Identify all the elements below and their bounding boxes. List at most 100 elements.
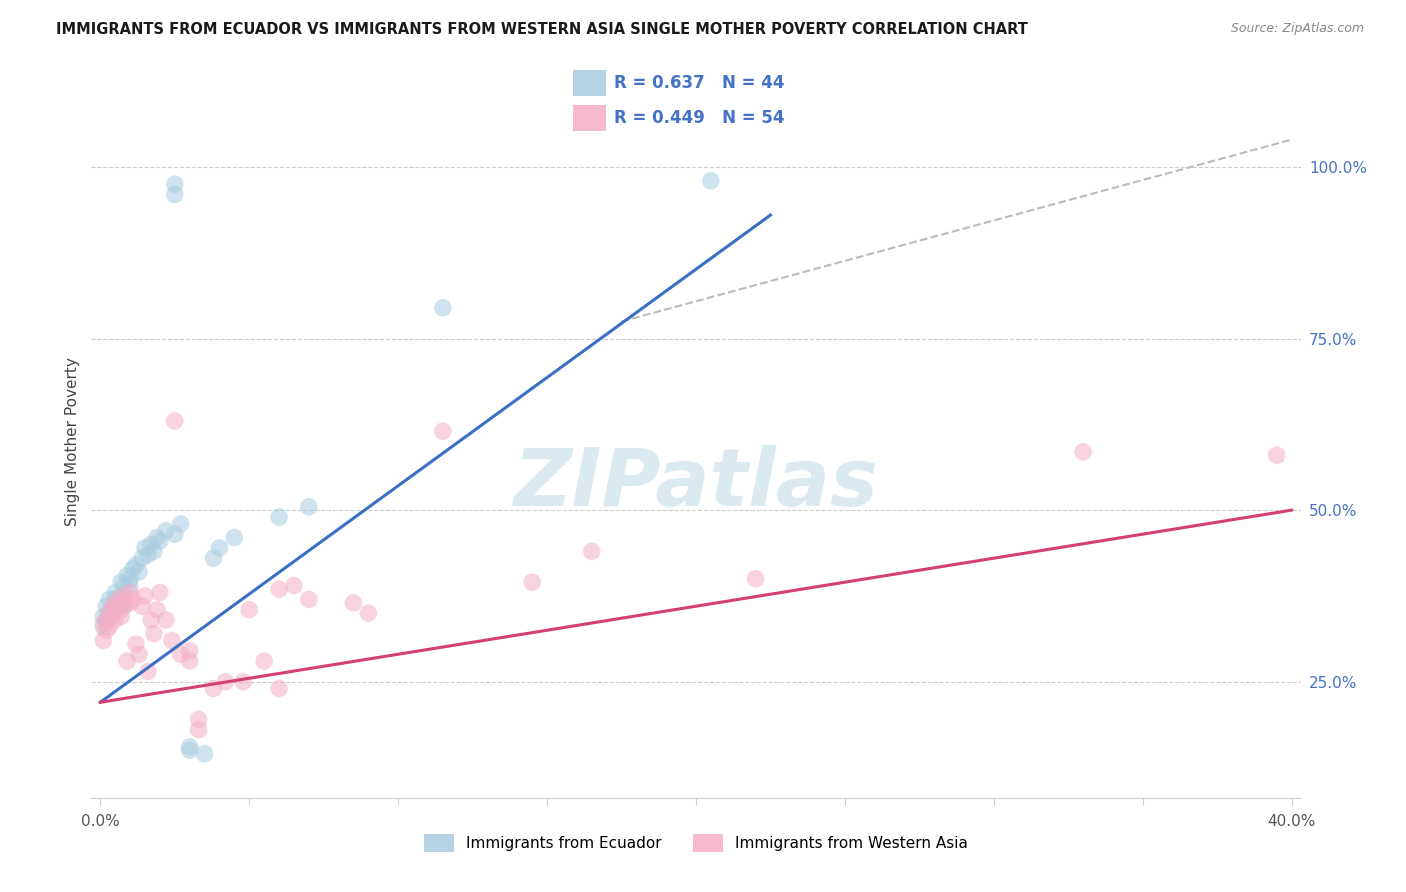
Point (298, 592, 321, 607)
Point (179, 644, 201, 658)
Point (91, 616, 114, 631)
Bar (574, 70, 606, 95)
Point (432, 301, 454, 315)
Point (96, 599, 118, 614)
Point (134, 589, 156, 603)
Point (232, 674, 254, 689)
Point (120, 572, 142, 586)
Point (342, 596, 364, 610)
Point (357, 606, 380, 620)
Point (1265, 448, 1288, 462)
Point (107, 599, 129, 614)
Y-axis label: Single Mother Poverty: Single Mother Poverty (65, 357, 80, 526)
Point (101, 609, 124, 624)
Point (146, 531, 169, 545)
Point (163, 178, 186, 192)
Point (120, 585, 142, 599)
Point (163, 414, 186, 428)
Point (91, 609, 114, 624)
Point (700, 174, 723, 188)
Point (149, 534, 172, 549)
Point (104, 602, 127, 616)
Point (238, 602, 260, 616)
Point (120, 596, 142, 610)
Point (120, 579, 142, 593)
Point (91, 620, 114, 634)
Point (101, 602, 124, 616)
Point (112, 579, 135, 593)
Point (110, 609, 132, 624)
Point (581, 544, 603, 558)
Point (98, 592, 121, 607)
Point (101, 599, 124, 614)
Point (283, 579, 305, 593)
Point (96, 613, 118, 627)
Bar (574, 105, 606, 130)
Point (115, 654, 138, 668)
Point (112, 589, 135, 603)
Point (107, 599, 129, 614)
Text: Source: ZipAtlas.com: Source: ZipAtlas.com (1230, 22, 1364, 36)
Point (160, 633, 183, 648)
Point (163, 527, 186, 541)
Point (122, 592, 145, 607)
Point (110, 602, 132, 616)
Point (202, 681, 225, 696)
Point (104, 592, 127, 607)
Point (98, 606, 121, 620)
Point (110, 589, 132, 603)
Point (193, 747, 215, 761)
Point (179, 654, 201, 668)
Point (224, 531, 246, 545)
Point (139, 613, 162, 627)
Point (155, 613, 177, 627)
Point (187, 713, 209, 727)
Point (131, 599, 153, 614)
Point (128, 647, 150, 661)
Point (149, 585, 172, 599)
Point (122, 561, 145, 575)
Point (112, 599, 135, 614)
Point (136, 665, 159, 679)
Point (131, 551, 153, 566)
Point (134, 541, 156, 555)
Point (253, 654, 276, 668)
Point (267, 510, 290, 524)
Point (142, 626, 165, 640)
Point (202, 551, 225, 566)
Text: IMMIGRANTS FROM ECUADOR VS IMMIGRANTS FROM WESTERN ASIA SINGLE MOTHER POVERTY CO: IMMIGRANTS FROM ECUADOR VS IMMIGRANTS FR… (56, 22, 1028, 37)
Point (91, 633, 114, 648)
Point (163, 187, 186, 202)
Text: R = 0.449   N = 54: R = 0.449 N = 54 (614, 109, 785, 127)
Point (115, 568, 138, 582)
Point (104, 613, 127, 627)
Point (170, 647, 193, 661)
Point (744, 572, 766, 586)
Point (101, 609, 124, 624)
Text: ZIPatlas: ZIPatlas (513, 445, 879, 524)
Point (125, 558, 148, 572)
Point (107, 596, 129, 610)
Point (187, 723, 209, 737)
Legend: Immigrants from Ecuador, Immigrants from Western Asia: Immigrants from Ecuador, Immigrants from… (418, 828, 974, 858)
Point (98, 606, 121, 620)
Point (432, 424, 454, 438)
Point (104, 585, 127, 599)
Point (96, 624, 118, 638)
Point (214, 674, 236, 689)
Point (136, 548, 159, 562)
Point (179, 739, 201, 754)
Point (520, 575, 543, 590)
Point (298, 500, 321, 514)
Point (142, 544, 165, 558)
Point (170, 516, 193, 531)
Point (267, 681, 290, 696)
Point (98, 620, 121, 634)
Point (125, 637, 148, 651)
Point (112, 596, 135, 610)
Point (110, 575, 132, 590)
Point (1071, 445, 1094, 459)
Point (107, 592, 129, 607)
Point (128, 565, 150, 579)
Point (155, 524, 177, 538)
